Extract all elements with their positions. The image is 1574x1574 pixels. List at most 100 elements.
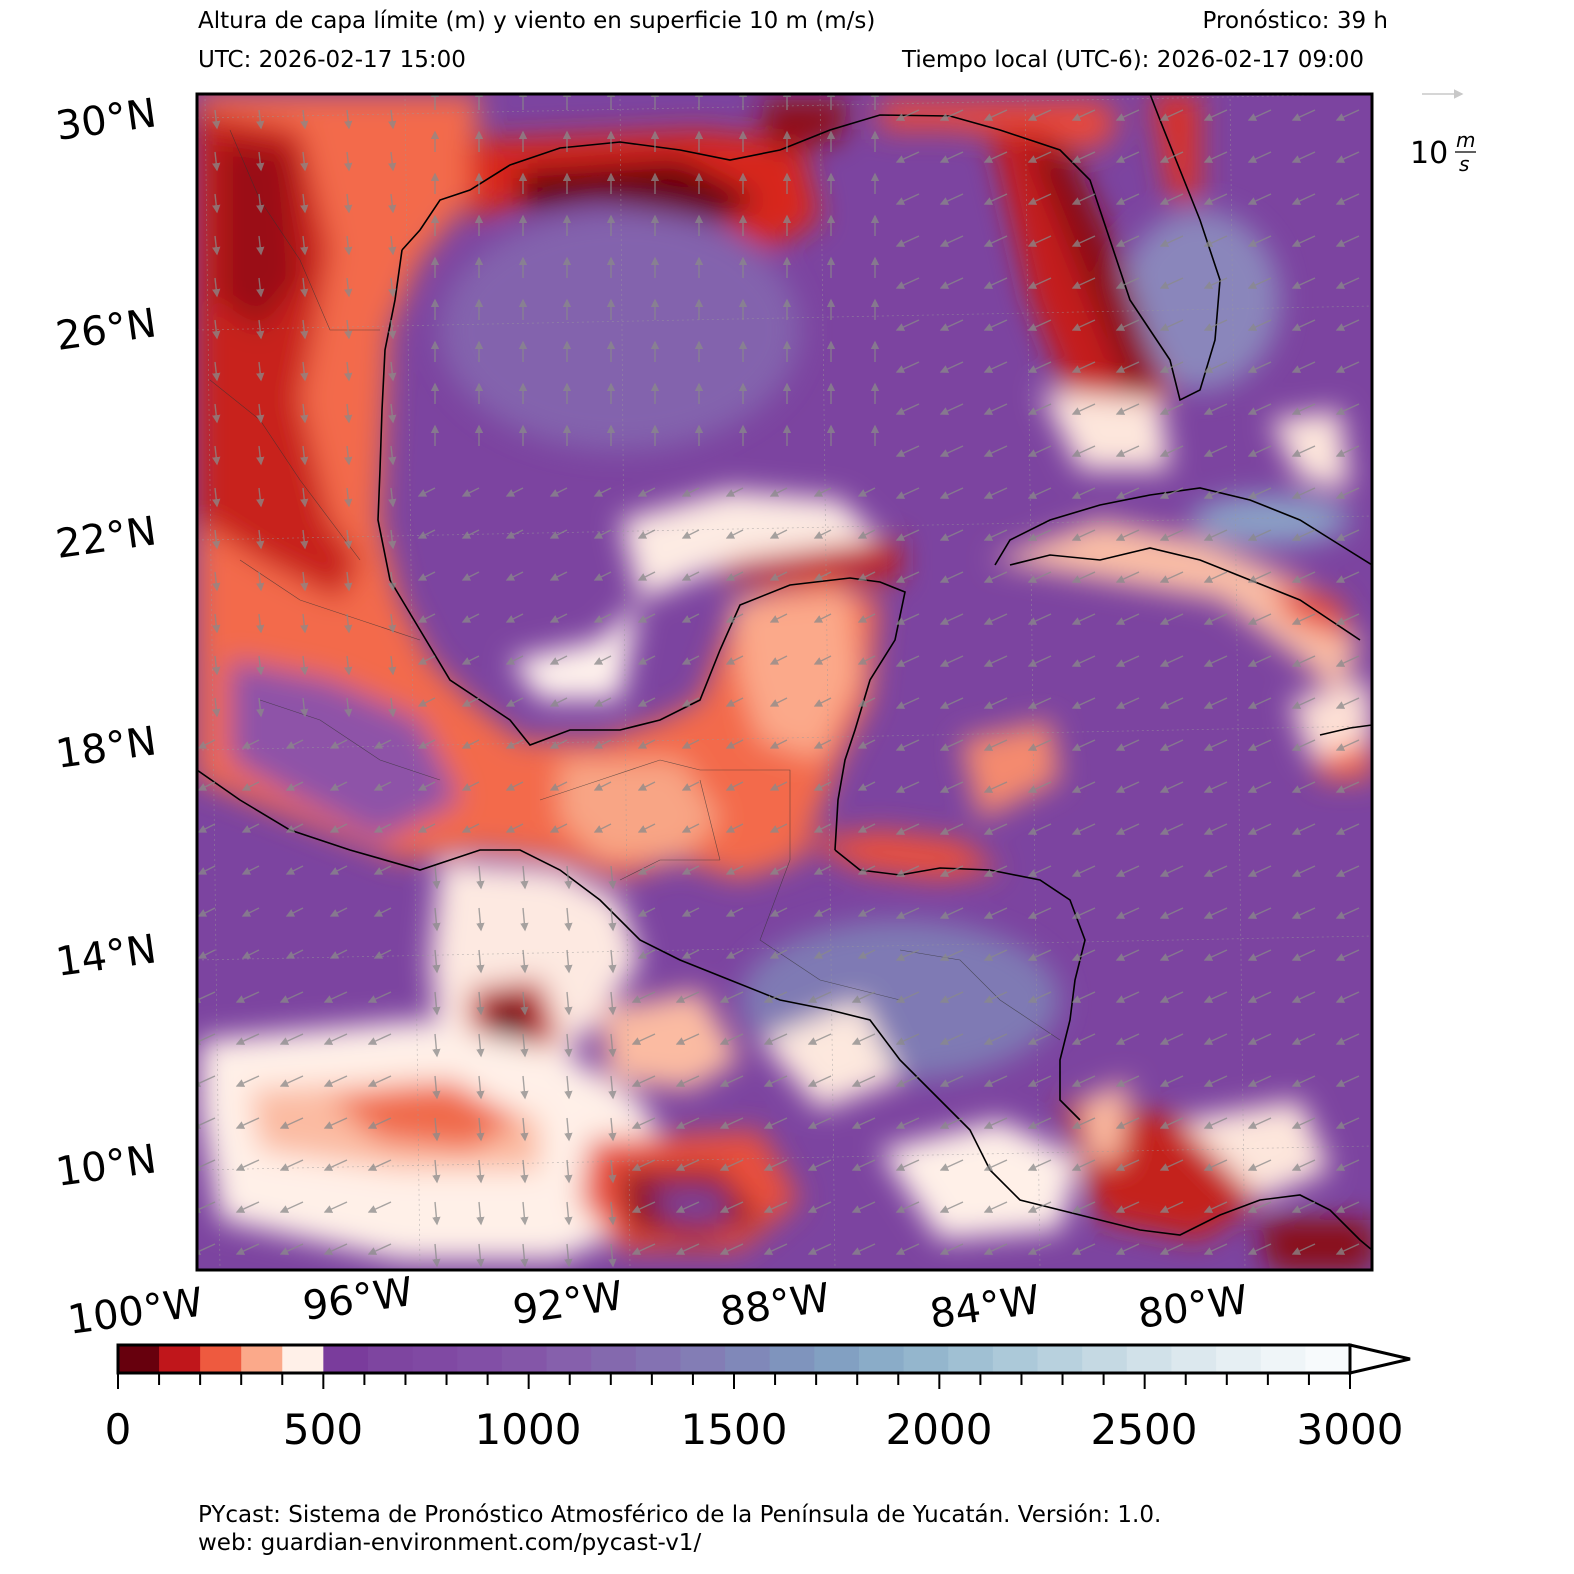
wind-arrow (432, 991, 441, 1016)
wind-arrow (323, 991, 348, 1003)
wind-arrow (1203, 1159, 1228, 1171)
wind-arrow (367, 1159, 392, 1171)
wind-arrow (1247, 697, 1272, 709)
wind-arrow (388, 445, 397, 466)
colorbar-swatch (903, 1345, 949, 1373)
wind-arrow (1159, 613, 1184, 625)
wind-arrow (631, 1033, 656, 1045)
colorbar-swatch (1216, 1345, 1262, 1373)
wind-arrow (388, 571, 397, 592)
wind-arrow (344, 445, 353, 466)
wind-arrow (895, 445, 920, 457)
wind-arrow (637, 655, 656, 665)
wind-arrow (1071, 613, 1096, 625)
wind-arrow (520, 1201, 529, 1226)
wind-arrow (631, 1159, 656, 1171)
wind-arrow (1203, 655, 1228, 667)
wind-arrow (549, 781, 568, 791)
wind-arrow (549, 739, 568, 749)
colorbar-extend-arrow (1348, 1343, 1411, 1375)
wind-arrow (1159, 529, 1184, 541)
wind-arrow (212, 193, 221, 214)
wind-arrow (323, 1033, 348, 1045)
wind-arrow (241, 949, 260, 959)
wind-arrow (681, 949, 700, 959)
wind-arrow (256, 613, 265, 634)
wind-arrow (285, 865, 304, 875)
wind-arrow (417, 823, 436, 833)
wind-arrow (1159, 445, 1184, 457)
wind-arrow (329, 739, 348, 749)
wind-arrow (763, 991, 788, 1003)
wind-arrow (1203, 991, 1228, 1003)
wind-arrow (939, 1159, 964, 1171)
wind-arrow (763, 1243, 788, 1255)
wind-arrow (329, 781, 348, 791)
wind-arrow (432, 1075, 441, 1100)
wind-arrow (1115, 487, 1140, 499)
lat-label-10n: 10°N (53, 1136, 159, 1196)
wind-arrow (983, 991, 1008, 1003)
wind-arrow (549, 613, 568, 623)
wind-arrow (1071, 865, 1096, 877)
wind-arrow (939, 277, 964, 289)
wind-arrow (719, 1117, 744, 1129)
wind-arrow (1291, 907, 1316, 919)
wind-arrow (461, 697, 480, 707)
wind-arrow (461, 571, 480, 581)
colorbar-tick-0: 0 (105, 1405, 132, 1454)
wind-arrow (593, 571, 612, 581)
wind-arrow (1247, 1075, 1272, 1087)
wind-arrow (1159, 1117, 1184, 1129)
colorbar-swatch (1037, 1345, 1083, 1373)
wind-arrow (300, 403, 309, 424)
wind-arrow (1203, 1033, 1228, 1045)
wind-arrow (1203, 361, 1228, 373)
wind-arrow (1335, 991, 1360, 1003)
wind-arrow (983, 1075, 1008, 1087)
wind-arrow (763, 1075, 788, 1087)
wind-arrow (851, 1159, 876, 1171)
wind-arrow (329, 907, 348, 917)
wind-arrow (564, 1117, 573, 1142)
wind-arrow (1159, 571, 1184, 583)
wind-arrow (813, 613, 832, 623)
wind-arrow (300, 655, 309, 676)
wind-arrow (1335, 529, 1360, 541)
wind-arrow (432, 1243, 441, 1268)
wind-arrow (1027, 991, 1052, 1003)
wind-arrow (593, 739, 612, 749)
wind-arrow (983, 151, 1008, 163)
wind-arrow (593, 823, 612, 833)
wind-arrow (769, 529, 788, 539)
lat-label-18n: 18°N (53, 718, 159, 778)
wind-arrow (681, 739, 700, 749)
wind-arrow (939, 823, 964, 835)
wind-arrow (983, 739, 1008, 751)
wind-arrow (1335, 487, 1360, 499)
wind-arrow (1203, 781, 1228, 793)
wind-arrow (417, 655, 436, 665)
wind-arrow (1159, 1243, 1184, 1255)
wind-arrow (549, 529, 568, 539)
wind-arrow (608, 991, 617, 1016)
wind-arrow (549, 823, 568, 833)
wind-arrow (813, 907, 832, 917)
wind-arrow (388, 487, 397, 508)
wind-arrow (388, 655, 397, 676)
lon-label-96w: 96°W (300, 1269, 416, 1330)
wind-arrow (1071, 571, 1096, 583)
wind-arrow (373, 949, 392, 959)
wind-arrow (1203, 109, 1228, 121)
wind-arrow (719, 1033, 744, 1045)
wind-arrow (520, 1243, 529, 1268)
wind-arrow (329, 865, 348, 875)
wind-arrow (1247, 403, 1272, 415)
wind-arrow (608, 1201, 617, 1226)
wind-arrow (1071, 361, 1096, 373)
wind-arrow (549, 487, 568, 497)
wind-arrow (1335, 445, 1360, 457)
wind-arrow (1027, 571, 1052, 583)
wind-arrow (675, 1159, 700, 1171)
wind-arrow (593, 697, 612, 707)
